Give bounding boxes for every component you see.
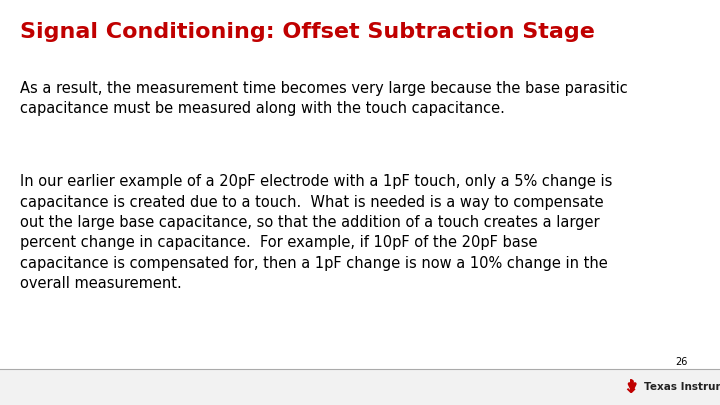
Text: As a result, the measurement time becomes very large because the base parasitic
: As a result, the measurement time become… [20,81,628,116]
Text: In our earlier example of a 20pF electrode with a 1pF touch, only a 5% change is: In our earlier example of a 20pF electro… [20,174,613,291]
Text: ↓: ↓ [622,378,638,396]
FancyBboxPatch shape [0,369,720,405]
Text: Signal Conditioning: Offset Subtraction Stage: Signal Conditioning: Offset Subtraction … [20,22,595,42]
Text: Texas Instruments: Texas Instruments [644,382,720,392]
Text: 26: 26 [675,356,688,367]
